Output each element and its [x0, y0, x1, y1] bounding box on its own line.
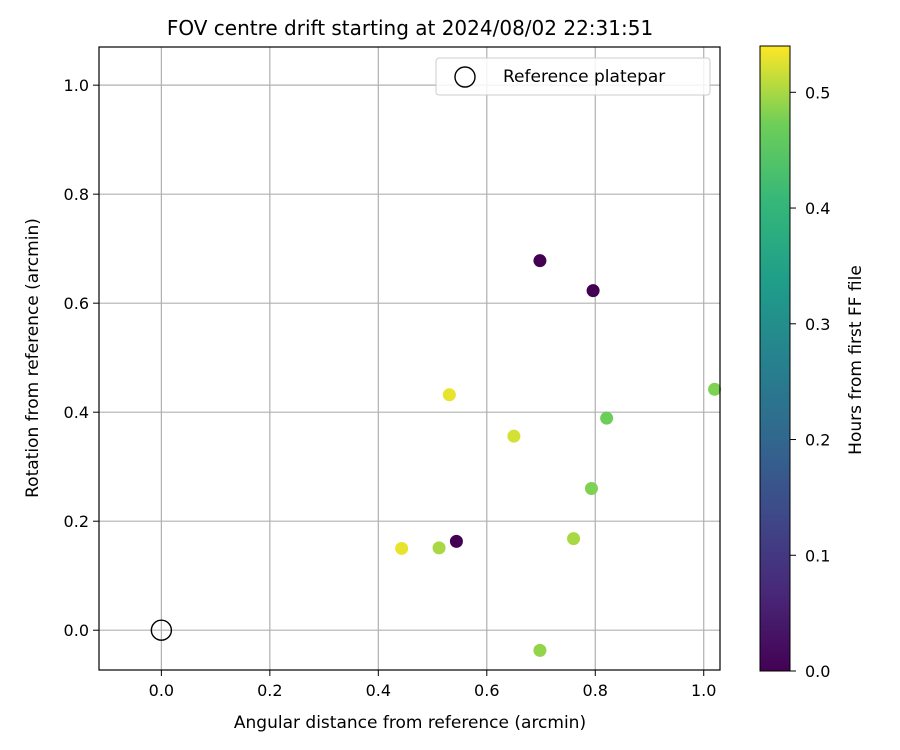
legend-box — [435, 57, 711, 96]
legend: Reference platepar — [435, 57, 711, 96]
data-point — [708, 382, 722, 396]
colorbar-tick-label: 0.2 — [805, 431, 830, 450]
data-point — [449, 534, 463, 548]
x-tick-label: 0.2 — [257, 681, 282, 700]
data-point — [567, 532, 581, 546]
y-tick-label: 0.8 — [64, 185, 89, 204]
colorbar-tick-label: 0.5 — [805, 83, 830, 102]
x-tick-label: 0.4 — [366, 681, 391, 700]
colorbar-ticks: 0.0 0.1 0.2 0.3 0.4 0.5 — [790, 83, 830, 681]
colorbar-tick-label: 0.4 — [805, 199, 830, 218]
colorbar-tick-label: 0.0 — [805, 662, 830, 681]
y-axis-label: Rotation from reference (arcmin) — [23, 218, 43, 498]
colorbar-gradient — [759, 45, 791, 672]
data-point — [586, 284, 600, 298]
x-tick-label: 1.0 — [691, 681, 716, 700]
data-point — [584, 481, 598, 495]
data-point — [507, 429, 521, 443]
x-tick-label: 0.8 — [583, 681, 608, 700]
plot-frame — [98, 46, 721, 671]
axis-ticks: 0.0 0.2 0.4 0.6 0.8 1.0 0.0 0.2 0.4 0.6 0.8 1.0 — [64, 76, 717, 700]
y-tick-label: 0.4 — [64, 403, 89, 422]
data-points — [150, 254, 722, 657]
data-point — [600, 411, 614, 425]
data-point — [432, 541, 446, 555]
reference-platepar-point — [150, 619, 173, 641]
data-point — [533, 254, 547, 268]
legend-entry-reference: Reference platepar — [503, 67, 665, 87]
y-tick-label: 1.0 — [64, 76, 89, 95]
y-tick-label: 0.6 — [64, 294, 89, 313]
x-axis-label: Angular distance from reference (arcmin) — [234, 713, 586, 733]
x-tick-label: 0.0 — [149, 681, 174, 700]
data-point — [442, 388, 456, 402]
y-tick-label: 0.2 — [64, 512, 89, 531]
chart-title: FOV centre drift starting at 2024/08/02 … — [167, 16, 653, 40]
colorbar-label: Hours from first FF file — [846, 265, 866, 455]
colorbar: 0.0 0.1 0.2 0.3 0.4 0.5 Hours from first FF f… — [759, 45, 866, 681]
data-point — [395, 541, 409, 555]
legend-reference-marker — [454, 66, 476, 88]
colorbar-tick-label: 0.3 — [805, 315, 830, 334]
grid — [99, 47, 720, 670]
colorbar-tick-label: 0.1 — [805, 546, 830, 565]
data-point — [533, 643, 547, 657]
x-tick-label: 0.6 — [474, 681, 499, 700]
y-tick-label: 0.0 — [64, 621, 89, 640]
